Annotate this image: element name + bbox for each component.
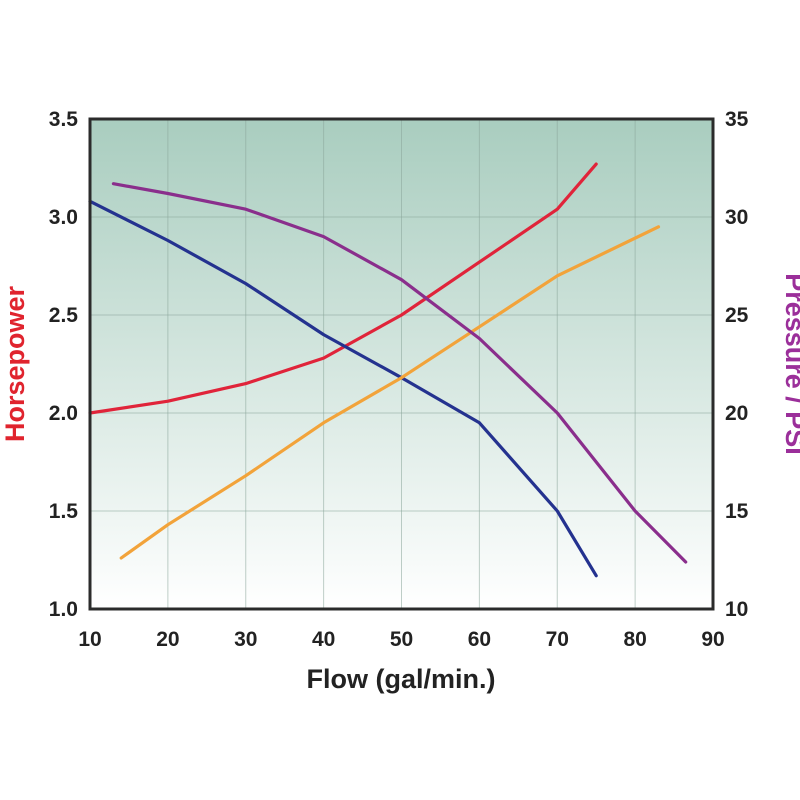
x-tick-label: 30	[234, 628, 257, 651]
right-y-tick-label: 10	[725, 598, 748, 621]
right-y-axis: 10 15 20 25 30 35	[725, 108, 749, 621]
right-y-tick-label: 30	[725, 206, 748, 229]
series-line-4	[111, 182, 688, 564]
x-axis: 10 20 30 40 50 60 70 80 90	[78, 628, 724, 651]
right-y-tick-label: 35	[725, 108, 749, 131]
left-y-tick-label: 3.5	[49, 108, 79, 131]
left-axis-title: Horsepower	[0, 285, 30, 442]
left-y-tick-label: 2.0	[49, 402, 78, 425]
x-tick-label: 90	[701, 628, 724, 651]
x-tick-label: 20	[156, 628, 179, 651]
series-line-3	[119, 225, 661, 560]
right-y-tick-label: 25	[725, 304, 749, 327]
right-y-tick-label: 20	[725, 402, 748, 425]
x-tick-label: 50	[390, 628, 413, 651]
x-tick-label: 80	[623, 628, 646, 651]
left-y-tick-label: 1.0	[49, 598, 78, 621]
x-tick-label: 10	[78, 628, 101, 651]
left-y-tick-label: 2.5	[49, 304, 79, 327]
plot-frame	[88, 117, 715, 611]
left-y-axis: 1.0 1.5 2.0 2.5 3.0 3.5	[49, 108, 79, 621]
series-group	[88, 162, 688, 578]
x-axis-title: Flow (gal/min.)	[307, 664, 496, 694]
left-y-tick-label: 3.0	[49, 206, 78, 229]
series-line-1	[88, 162, 598, 415]
x-tick-label: 40	[312, 628, 335, 651]
right-axis-title: Pressure / PSI	[780, 273, 800, 455]
series-line-2	[88, 199, 598, 578]
left-y-tick-label: 1.5	[49, 500, 79, 523]
x-tick-label: 60	[468, 628, 491, 651]
right-y-tick-label: 15	[725, 500, 749, 523]
x-tick-label: 70	[546, 628, 569, 651]
